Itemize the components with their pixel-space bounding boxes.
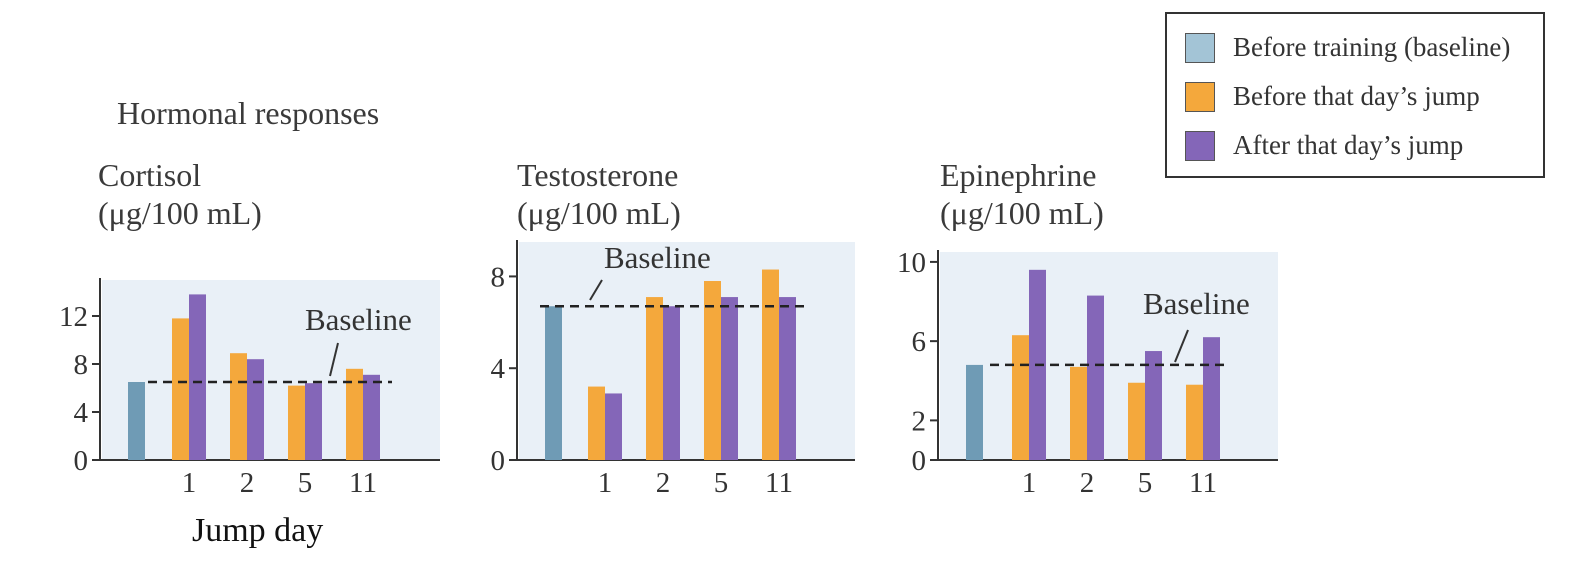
epinephrine-y-tick-label-1: 2 [912,405,927,437]
testosterone-bar-after-day-5 [721,297,738,460]
testosterone-y-tick-label-1: 4 [491,353,506,385]
epinephrine-bar-before-day-5 [1128,382,1145,460]
testosterone-bar-after-day-11 [779,297,796,460]
epinephrine-bar-before-day-11 [1186,384,1203,460]
cortisol-x-tick-label-1: 1 [182,467,197,499]
figure-title: Hormonal responses [117,95,380,131]
epinephrine-baseline-pointer [1174,329,1189,363]
cortisol-bar-before-day-11 [346,368,363,460]
epinephrine-unit: (μg/100 mL) [940,195,1104,231]
cortisol-y-tick-label-1: 4 [74,397,89,429]
cortisol-baseline-pointer [329,342,339,377]
epinephrine-bar-after-day-11 [1203,337,1220,460]
epinephrine-panel-title: Epinephrine (μg/100 mL) [940,156,1104,232]
legend-swatch-before [1185,82,1215,112]
cortisol-x-tick-label-5: 5 [298,467,313,499]
epinephrine-y-tick-label-0: 0 [912,445,927,477]
epinephrine-y-tick-label-2: 6 [912,326,927,358]
epinephrine-bar-after-day-5 [1145,351,1162,460]
testosterone-bar-before-day-11 [762,269,779,460]
cortisol-unit: (μg/100 mL) [98,195,262,231]
epinephrine-plot-background [940,252,1278,460]
epinephrine-y-tick-label-3: 10 [897,247,926,279]
testosterone-plot-background [519,242,855,460]
testosterone-baseline-label: Baseline [604,240,711,275]
epinephrine-bar-baseline [966,364,983,460]
legend-swatch-after [1185,131,1215,161]
testosterone-bar-after-day-2 [663,306,680,460]
cortisol-bar-after-day-5 [305,383,322,460]
testosterone-y-tick-label-2: 8 [491,261,506,293]
cortisol-bar-after-day-2 [247,359,264,460]
testosterone-panel-title: Testosterone (μg/100 mL) [517,156,681,232]
epinephrine-x-tick-label-11: 11 [1189,467,1217,499]
testosterone-bar-before-day-2 [646,297,663,460]
testosterone-x-tick-label-2: 2 [656,467,671,499]
epinephrine-bar-before-day-2 [1070,366,1087,460]
legend-label-after: After that day’s jump [1233,130,1464,160]
legend: Before training (baseline) Before that d… [1165,12,1545,178]
testosterone-y-tick-label-0: 0 [491,445,506,477]
testosterone-x-tick-label-1: 1 [598,467,613,499]
epinephrine-x-tick-label-2: 2 [1080,467,1095,499]
epinephrine-title: Epinephrine [940,157,1097,193]
testosterone-unit: (μg/100 mL) [517,195,681,231]
x-axis-label: Jump day [192,512,324,549]
cortisol-y-tick-label-2: 8 [74,349,89,381]
legend-label-before: Before that day’s jump [1233,81,1480,111]
cortisol-title: Cortisol [98,157,202,193]
cortisol-bar-before-day-2 [230,353,247,460]
testosterone-title: Testosterone [517,157,679,193]
epinephrine-bar-after-day-2 [1087,295,1104,460]
epinephrine-x-tick-label-5: 5 [1138,467,1153,499]
cortisol-panel-title: Cortisol (μg/100 mL) [98,156,262,232]
testosterone-bar-before-day-1 [588,386,605,460]
cortisol-x-tick-label-11: 11 [349,467,377,499]
epinephrine-bar-before-day-1 [1012,335,1029,460]
cortisol-plot-background [102,280,440,460]
legend-swatch-baseline [1185,33,1215,63]
cortisol-y-tick-label-0: 0 [74,445,89,477]
cortisol-bar-after-day-1 [189,294,206,460]
cortisol-bar-baseline [128,382,145,460]
cortisol-x-tick-label-2: 2 [240,467,255,499]
cortisol-bar-before-day-1 [172,318,189,460]
testosterone-bar-baseline [545,306,562,460]
testosterone-baseline-pointer [589,279,603,301]
cortisol-bar-after-day-11 [363,374,380,460]
testosterone-bar-after-day-1 [605,393,622,460]
cortisol-bar-before-day-5 [288,385,305,460]
cortisol-y-tick-label-3: 12 [59,301,88,333]
legend-label-baseline: Before training (baseline) [1233,32,1511,62]
cortisol-baseline-label: Baseline [305,302,412,337]
testosterone-bar-before-day-5 [704,281,721,460]
testosterone-x-tick-label-5: 5 [714,467,729,499]
testosterone-x-tick-label-11: 11 [765,467,793,499]
epinephrine-baseline-label: Baseline [1143,286,1250,321]
epinephrine-x-tick-label-1: 1 [1022,467,1037,499]
